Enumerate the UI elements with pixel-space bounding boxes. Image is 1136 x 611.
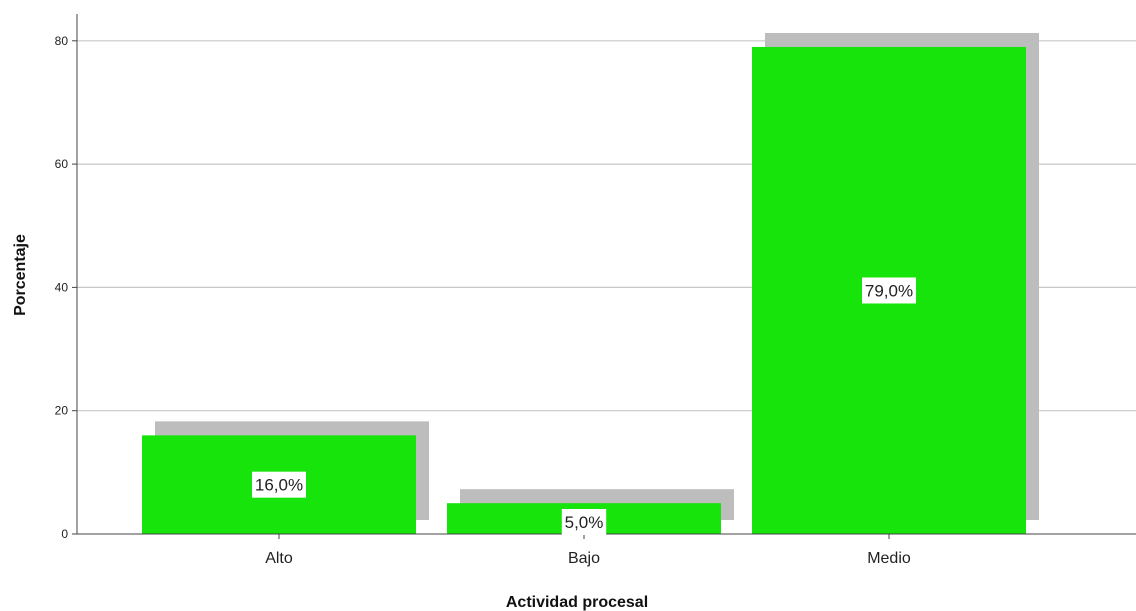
x-tick-labels: Alto Bajo Medio	[265, 534, 911, 567]
data-label-box-medio	[862, 277, 916, 304]
y-tick-label-20: 20	[55, 404, 69, 418]
y-tick-label-80: 80	[55, 34, 69, 48]
y-tick-label-0: 0	[61, 527, 68, 541]
y-axis-title: Porcentaje	[12, 234, 29, 316]
x-tick-label-bajo: Bajo	[568, 550, 600, 567]
data-label-text-alto: 16,0%	[255, 476, 303, 495]
data-label-box-alto	[252, 471, 306, 498]
y-tick-label-40: 40	[55, 280, 69, 294]
data-label-medio: 79,0%	[862, 277, 916, 304]
x-tick-label-medio: Medio	[867, 550, 911, 567]
y-tick-labels: 0 20 40 60 80	[55, 34, 77, 541]
y-tick-label-60: 60	[55, 157, 69, 171]
x-axis-title: Actividad procesal	[506, 594, 648, 611]
data-labels: 16,0% 5,0% 79,0%	[252, 277, 916, 535]
axes	[76, 14, 1136, 535]
data-label-alto: 16,0%	[252, 471, 306, 498]
data-label-text-bajo: 5,0%	[565, 513, 604, 532]
data-label-box-bajo	[561, 509, 607, 535]
data-label-bajo: 5,0%	[561, 509, 607, 535]
x-tick-label-alto: Alto	[265, 550, 293, 567]
data-label-text-medio: 79,0%	[865, 281, 913, 300]
